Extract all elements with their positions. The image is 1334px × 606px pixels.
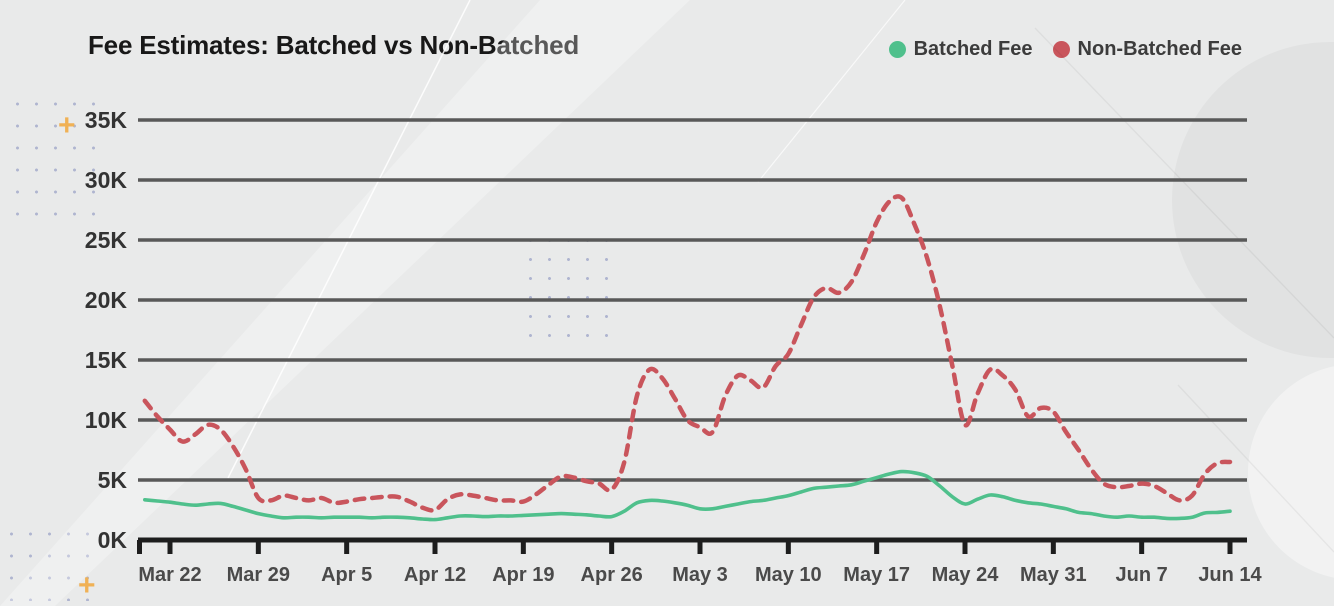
x-tick-label: May 31 bbox=[1020, 564, 1087, 586]
x-tick-label: Apr 26 bbox=[581, 564, 643, 586]
y-tick-label: 20K bbox=[85, 287, 128, 313]
x-tick bbox=[167, 540, 173, 554]
y-tick-label: 10K bbox=[85, 407, 128, 433]
y-tick-label: 35K bbox=[85, 107, 128, 133]
x-axis: Mar 22 Mar 29 Apr 5 Apr 12 Apr 19 Apr 26 May 3… bbox=[137, 540, 1263, 586]
x-tick bbox=[1050, 540, 1056, 554]
y-tick-label: 15K bbox=[85, 347, 128, 373]
x-tick bbox=[962, 540, 968, 554]
legend-label-non-batched-fee: Non-Batched Fee bbox=[1077, 38, 1242, 60]
page-title: Fee Estimates: Batched vs Non-Batched bbox=[88, 30, 580, 60]
x-tick bbox=[1227, 540, 1233, 554]
x-tick bbox=[1139, 540, 1145, 554]
x-tick bbox=[785, 540, 791, 554]
legend-item-non-batched-fee[interactable]: Non-Batched Fee bbox=[1052, 38, 1242, 61]
x-tick-label: May 3 bbox=[672, 564, 728, 586]
x-tick-label: Apr 19 bbox=[492, 564, 554, 586]
x-tick-label: May 24 bbox=[932, 564, 1000, 586]
x-tick bbox=[344, 540, 350, 554]
gridlines bbox=[138, 118, 1247, 543]
y-tick-label: 0K bbox=[98, 527, 128, 553]
y-axis-labels: 0K 5K 10K 15K 20K 25K 30K 35K bbox=[85, 107, 128, 553]
x-tick bbox=[874, 540, 880, 554]
y-tick-label: 30K bbox=[85, 167, 128, 193]
x-tick bbox=[255, 540, 261, 554]
batched-series-dot-icon bbox=[888, 41, 906, 58]
batched-fee-line[interactable] bbox=[143, 469, 1232, 522]
chart-legend: Batched Fee Non-Batched Fee bbox=[888, 38, 1242, 61]
x-tick-label: Mar 29 bbox=[227, 564, 290, 586]
x-tick-label: May 17 bbox=[843, 564, 910, 586]
series-lines bbox=[142, 194, 1233, 522]
x-tick bbox=[697, 540, 703, 554]
legend-item-batched-fee[interactable]: Batched Fee bbox=[888, 38, 1033, 61]
x-tick-label: Jun 14 bbox=[1198, 564, 1262, 586]
y-tick-label: 5K bbox=[98, 467, 128, 493]
x-tick-label: Apr 12 bbox=[404, 564, 466, 586]
non-batched-series-dot-icon bbox=[1052, 41, 1070, 58]
x-tick-label: May 10 bbox=[755, 564, 822, 586]
y-tick-label: 25K bbox=[85, 227, 128, 253]
x-tick-label: Apr 5 bbox=[321, 564, 372, 586]
x-tick bbox=[432, 540, 438, 554]
x-tick bbox=[520, 540, 526, 554]
x-tick-label: Jun 7 bbox=[1116, 564, 1168, 586]
x-tick bbox=[137, 540, 142, 554]
non-batched-fee-line[interactable] bbox=[142, 194, 1233, 513]
x-tick bbox=[609, 540, 615, 554]
legend-label-batched-fee: Batched Fee bbox=[913, 38, 1033, 60]
x-tick-label: Mar 22 bbox=[138, 564, 201, 586]
